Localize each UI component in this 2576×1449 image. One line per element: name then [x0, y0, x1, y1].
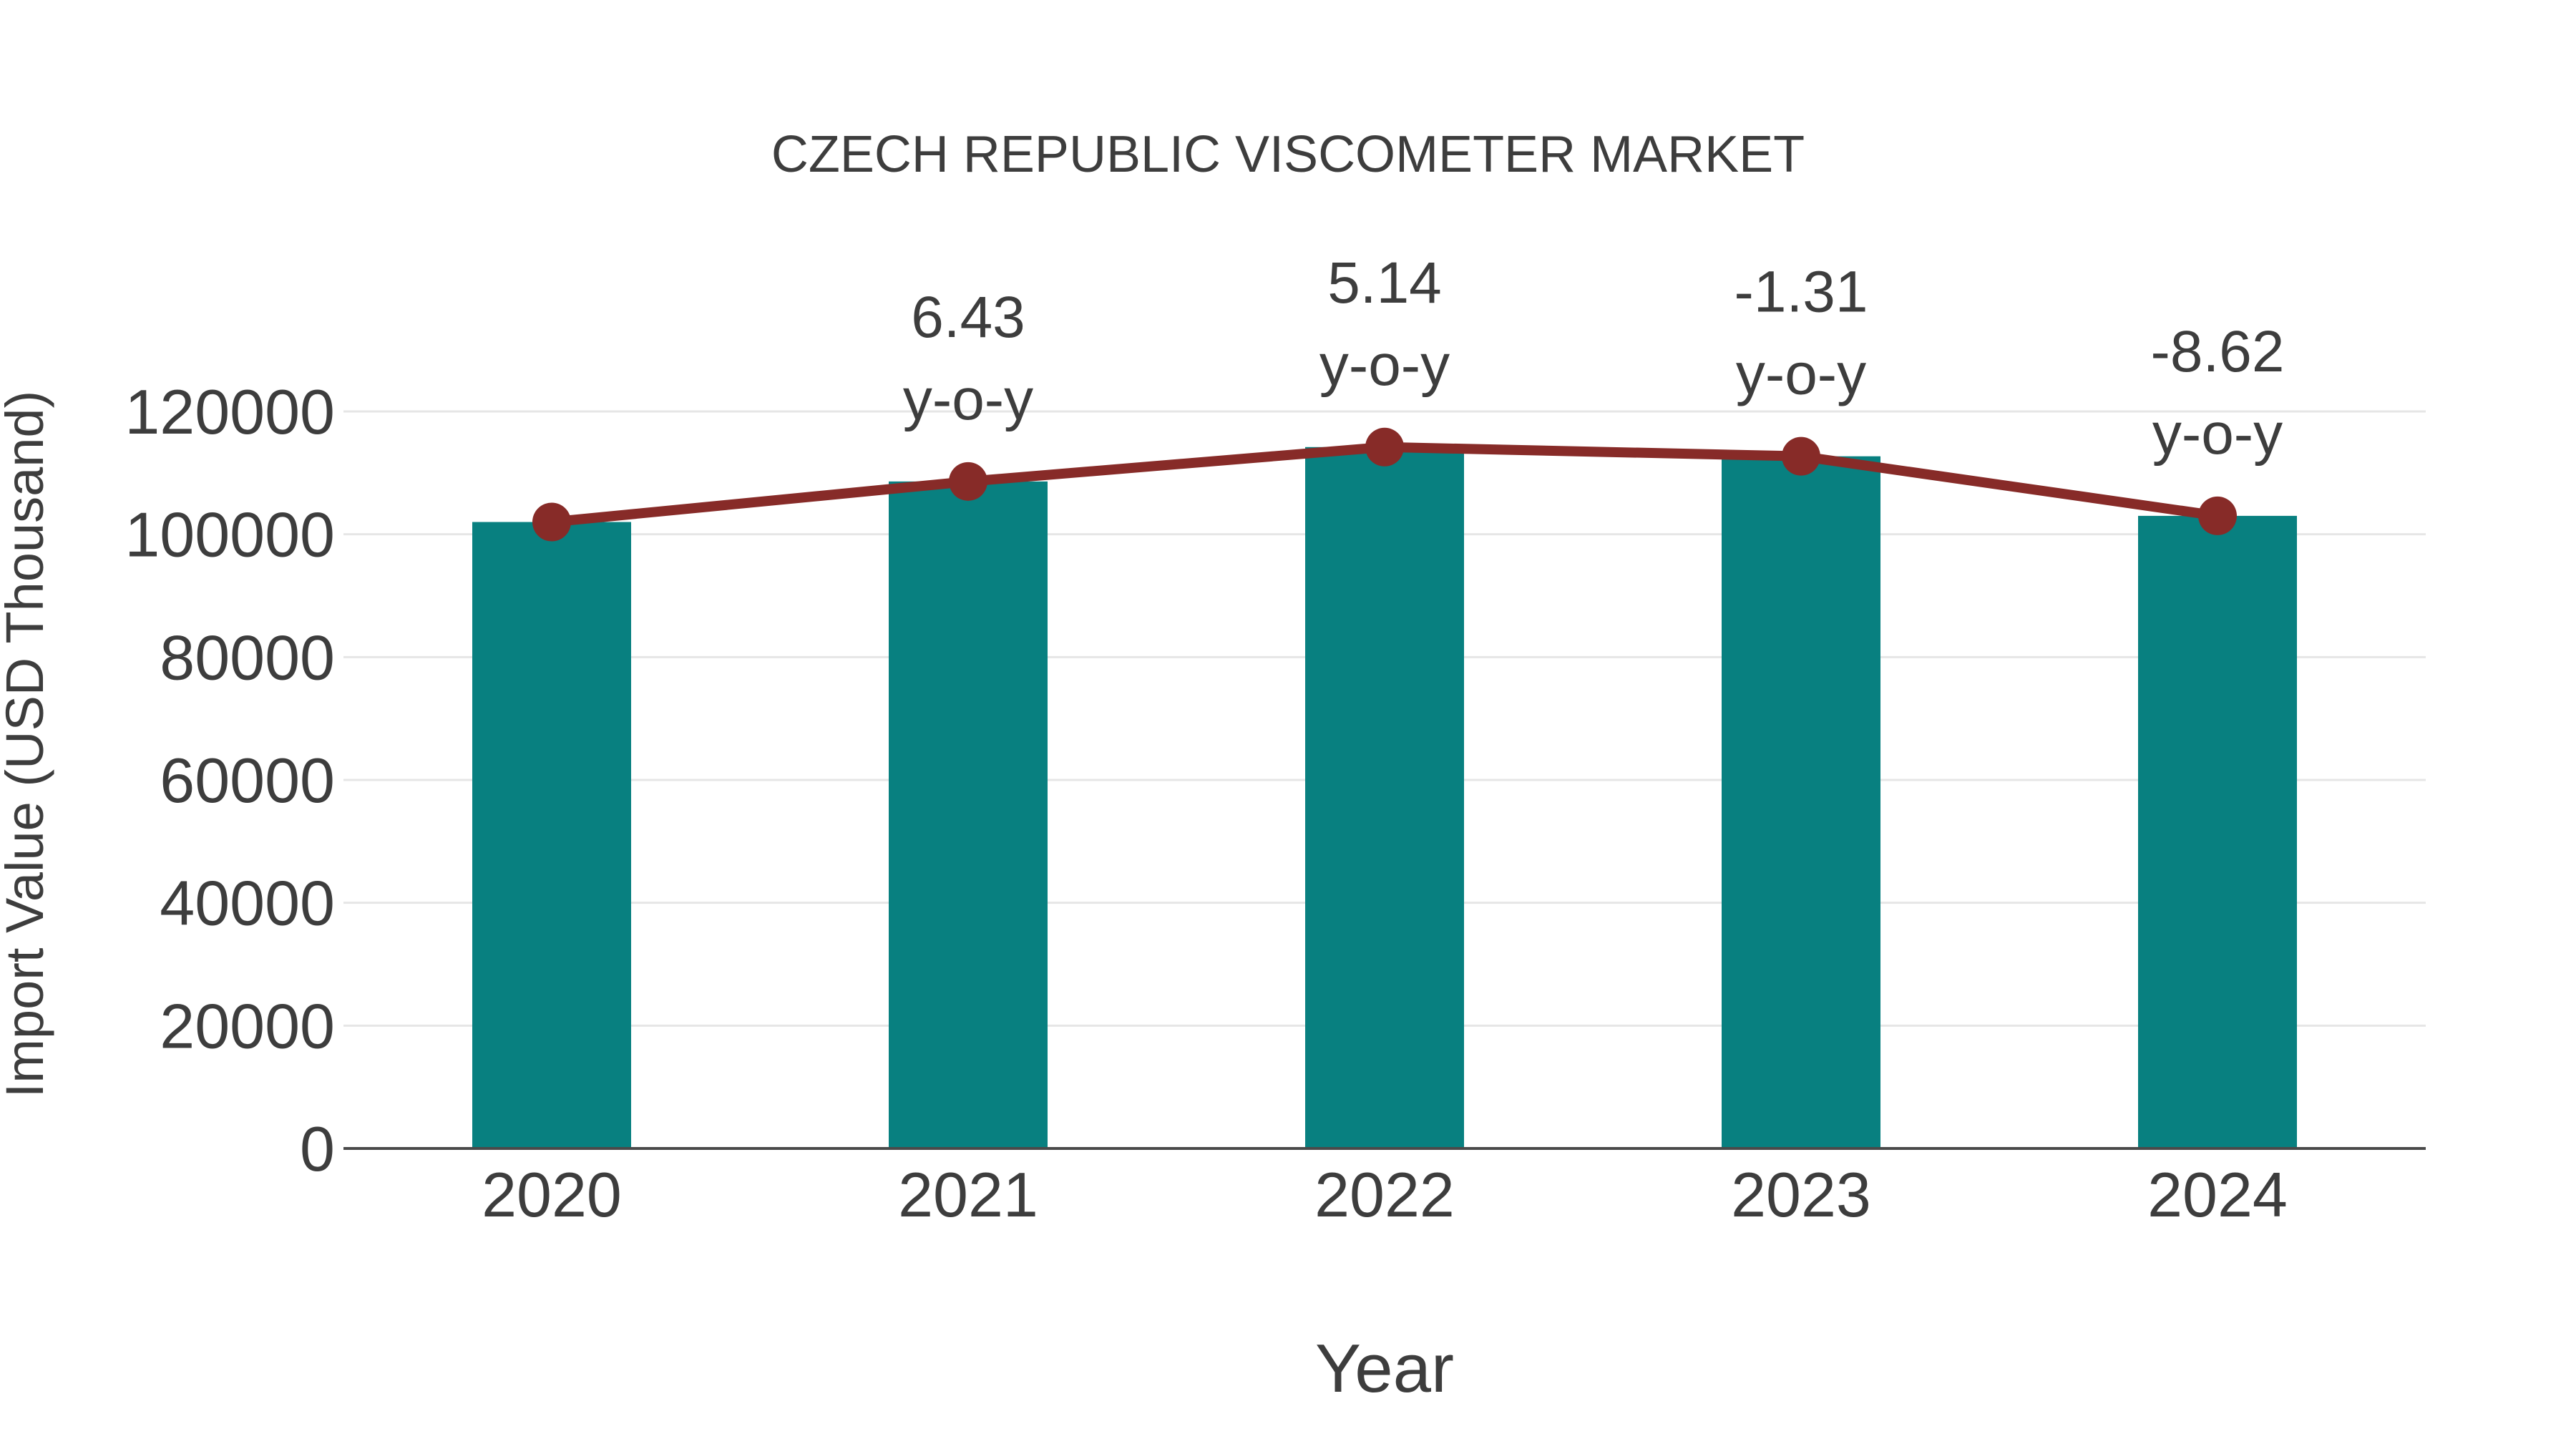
bars-series — [472, 447, 2297, 1148]
y-tick-120000: 120000 — [125, 376, 335, 447]
y-axis-title: Import Value (USD Thousand) — [0, 391, 54, 1098]
x-tick-2024: 2024 — [2147, 1159, 2288, 1230]
y-tick-60000: 60000 — [160, 745, 335, 816]
y-tick-0: 0 — [300, 1113, 335, 1184]
x-tick-2022: 2022 — [1314, 1159, 1455, 1230]
x-tick-2023: 2023 — [1731, 1159, 1871, 1230]
marker-2024 — [2198, 496, 2237, 535]
annotation-2021-sublabel: y-o-y — [903, 367, 1033, 432]
bar-2024 — [2138, 515, 2297, 1148]
yoy-annotations: 6.43 y-o-y 5.14 y-o-y -1.31 y-o-y -8.62 y-o-y — [903, 250, 2285, 467]
x-tick-labels: 2020 2021 2022 2023 2024 — [482, 1159, 2288, 1230]
bar-2020 — [472, 522, 631, 1148]
annotation-2022-value: 5.14 — [1327, 250, 1442, 316]
bar-2023 — [1722, 456, 1880, 1148]
marker-2020 — [532, 502, 571, 542]
x-tick-2020: 2020 — [482, 1159, 622, 1230]
x-axis-title: Year — [1315, 1330, 1454, 1407]
y-tick-100000: 100000 — [125, 499, 335, 570]
annotation-2023-value: -1.31 — [1735, 260, 1868, 325]
annotation-2024-sublabel: y-o-y — [2152, 401, 2283, 467]
data-point-markers — [532, 427, 2237, 542]
marker-2021 — [949, 462, 987, 501]
chart-title: CZECH REPUBLIC VISCOMETER MARKET — [771, 126, 1805, 183]
annotation-2023-sublabel: y-o-y — [1736, 342, 1866, 407]
y-tick-20000: 20000 — [160, 990, 335, 1061]
bar-2021 — [889, 481, 1048, 1148]
y-tick-labels: 0 20000 40000 60000 80000 100000 120000 — [125, 376, 335, 1184]
bar-2022 — [1305, 447, 1464, 1148]
annotation-2021-value: 6.43 — [911, 285, 1025, 350]
annotation-2024-value: -8.62 — [2151, 319, 2285, 384]
x-tick-2021: 2021 — [898, 1159, 1038, 1230]
marker-2022 — [1365, 427, 1404, 467]
annotation-2022-sublabel: y-o-y — [1319, 333, 1450, 398]
marker-2023 — [1782, 436, 1820, 476]
y-tick-40000: 40000 — [160, 868, 335, 939]
y-tick-80000: 80000 — [160, 622, 335, 693]
